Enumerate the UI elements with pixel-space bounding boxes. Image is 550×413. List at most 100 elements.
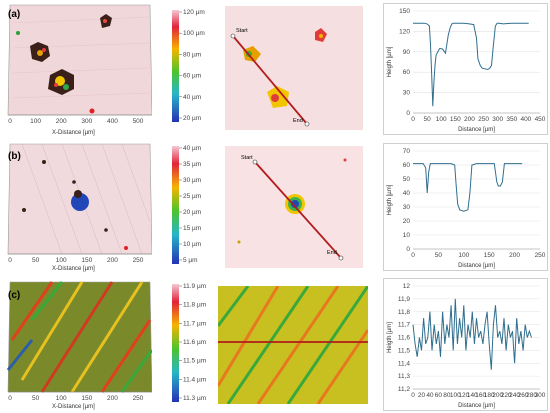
scale-tick: 11.8 µm — [183, 302, 206, 309]
x-tick-label: 240 — [509, 392, 520, 399]
scale-tick: 11.5 µm — [183, 358, 206, 365]
start-label-b: Start — [241, 155, 253, 161]
map-x-tick: 500 — [133, 118, 144, 125]
x-tick-label: 0 — [411, 392, 415, 399]
x-tick-label: 50 — [435, 252, 443, 259]
scale-tick: 11.9 µm — [183, 283, 206, 290]
x-tick-label: 100 — [436, 116, 447, 123]
y-tick-label: 0 — [406, 246, 410, 253]
map-x-tick: 200 — [56, 118, 67, 125]
y-tick-label: 30 — [403, 204, 411, 211]
surface-map-b: (b) 0 50 100 150 200 250 X-Distance [µm] — [7, 143, 152, 272]
map-x-tick: 300 — [81, 118, 92, 125]
panel-label-a: (a) — [8, 9, 20, 20]
x-axis-label: Distance [µm] — [458, 127, 495, 133]
y-tick-label: 40 — [403, 190, 411, 197]
map-x-tick: 50 — [32, 257, 40, 264]
y-tick-label: 70 — [403, 148, 411, 155]
scale-tick: 100 µm — [183, 30, 205, 37]
profile-chart-b: 0 10 20 30 40 50 60 70 0 50 100 150 200 250 Distance [… — [383, 143, 548, 271]
x-tick-label: 0 — [411, 116, 415, 123]
scale-tick: 11.7 µm — [183, 320, 206, 327]
scale-tick: 80 µm — [183, 51, 201, 58]
top-view-c — [218, 286, 368, 404]
scale-tick: 25 µm — [183, 193, 201, 200]
x-tick-label: 300 — [535, 392, 546, 399]
map-x-tick: 0 — [8, 395, 12, 402]
chart-frame — [383, 3, 548, 135]
scale-tick: 15 µm — [183, 225, 201, 232]
map-x-tick: 150 — [81, 395, 92, 402]
map-x-tick: 0 — [8, 257, 12, 264]
scale-tick: 120 µm — [183, 9, 205, 16]
scale-tick: 10 µm — [183, 241, 201, 248]
profile-line — [412, 298, 532, 370]
panel-label-c: (c) — [8, 290, 20, 301]
color-scale-b: 40 µm 35 µm 30 µm 25 µm 20 µm 15 µm 10 µm 5 µm — [172, 145, 201, 264]
x-tick-label: 40 — [426, 392, 434, 399]
y-tick-label: 30 — [403, 90, 411, 97]
x-tick-label: 300 — [492, 116, 503, 123]
x-axis-label: Distance [µm] — [458, 403, 495, 409]
map-x-label-c: X-Distance [µm] — [52, 404, 95, 410]
scale-tick: 30 µm — [183, 177, 201, 184]
map-x-tick: 250 — [133, 395, 144, 402]
x-tick-label: 350 — [506, 116, 517, 123]
map-x-tick: 400 — [107, 118, 118, 125]
y-tick-label: 0 — [406, 110, 410, 117]
x-tick-label: 280 — [526, 392, 537, 399]
scale-tick: 20 µm — [183, 115, 201, 122]
surface-map-c: (c) 0 50 100 150 200 250 X-Distance [µm] — [6, 281, 152, 410]
y-tick-label: 11,4 — [398, 360, 411, 367]
profile-line — [413, 163, 523, 212]
x-tick-label: 200 — [464, 116, 475, 123]
y-axis-label: Heigth [µm] — [387, 322, 393, 353]
y-axis-label: Heigth [µm] — [387, 184, 393, 215]
y-tick-label: 11,8 — [398, 309, 411, 316]
scale-tick: 5 µm — [183, 257, 198, 264]
x-tick-label: 80 — [443, 392, 451, 399]
scale-tick: 40 µm — [183, 145, 201, 152]
profile-line — [413, 22, 529, 107]
map-x-tick: 100 — [30, 118, 41, 125]
scale-tick: 60 µm — [183, 73, 201, 80]
scale-tick: 11.3 µm — [183, 395, 206, 402]
y-tick-label: 120 — [399, 28, 410, 35]
x-axis-label: Distance [µm] — [458, 263, 495, 269]
top-view-b: Start End — [225, 146, 363, 268]
map-x-tick: 200 — [107, 257, 118, 264]
map-x-tick: 50 — [32, 395, 40, 402]
y-tick-label: 10 — [403, 232, 411, 239]
x-tick-label: 250 — [535, 252, 546, 259]
top-view-a: Start End — [225, 6, 363, 130]
x-tick-label: 150 — [484, 252, 495, 259]
x-tick-label: 200 — [509, 252, 520, 259]
y-tick-label: 11,3 — [398, 373, 411, 380]
y-axis-label: Heigth [µm] — [387, 46, 393, 77]
x-tick-label: 220 — [501, 392, 512, 399]
x-tick-label: 100 — [458, 252, 469, 259]
y-tick-label: 60 — [403, 162, 411, 169]
x-tick-label: 400 — [520, 116, 531, 123]
surface-map-a: (a) 0 100 200 300 400 500 X-Distance [µm] — [7, 4, 152, 136]
x-tick-label: 50 — [423, 116, 431, 123]
y-tick-label: 11,5 — [398, 347, 411, 354]
scale-tick: 20 µm — [183, 209, 201, 216]
y-tick-label: 11,7 — [398, 322, 411, 329]
x-tick-label: 450 — [535, 116, 546, 123]
start-label-a: Start — [236, 28, 248, 34]
map-x-tick: 150 — [81, 257, 92, 264]
y-tick-label: 50 — [403, 176, 411, 183]
scale-tick: 11.6 µm — [183, 339, 206, 346]
y-tick-label: 12 — [403, 283, 411, 290]
panel-label-b: (b) — [8, 151, 21, 162]
y-tick-label: 11,6 — [398, 335, 411, 342]
scale-tick: 40 µm — [183, 94, 201, 101]
end-label-b: End — [327, 250, 337, 256]
map-x-tick: 0 — [8, 118, 12, 125]
map-x-tick: 200 — [107, 395, 118, 402]
y-tick-label: 150 — [399, 8, 410, 15]
x-tick-label: 120 — [458, 392, 469, 399]
map-x-tick: 250 — [133, 257, 144, 264]
